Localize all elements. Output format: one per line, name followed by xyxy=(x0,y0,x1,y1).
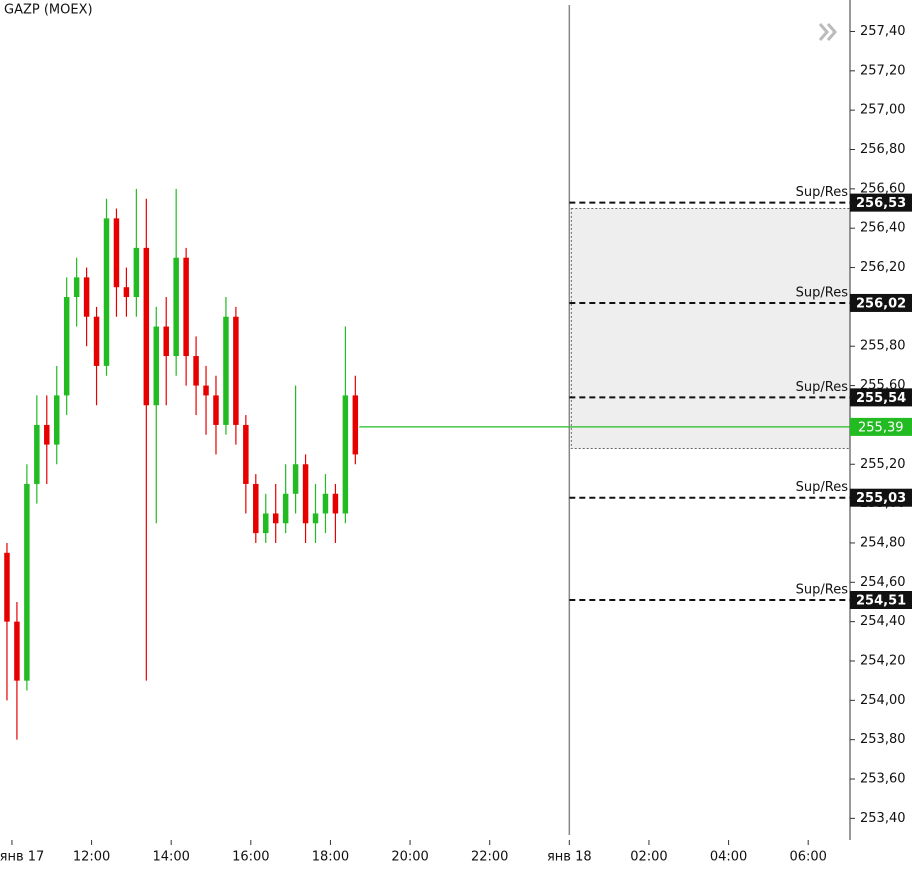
y-tick-label: 256,60 xyxy=(860,181,906,196)
candle-body xyxy=(44,424,50,445)
candle-body xyxy=(93,316,100,366)
candle-body xyxy=(342,395,349,514)
y-tick-label: 257,40 xyxy=(860,24,906,39)
level-label: 255,54 xyxy=(856,391,906,406)
plot xyxy=(4,5,851,835)
y-tick-label: 257,00 xyxy=(860,103,906,118)
y-tick-label: 254,00 xyxy=(860,693,906,708)
level-badge xyxy=(850,488,912,507)
level-name: Sup/Res xyxy=(796,285,849,300)
candle-body xyxy=(243,424,249,484)
candle-body xyxy=(14,621,20,681)
candle-body xyxy=(24,483,30,681)
level-badge xyxy=(850,388,912,407)
x-tick-label: 20:00 xyxy=(391,850,428,865)
y-tick-label: 257,20 xyxy=(860,63,906,78)
candle-body xyxy=(233,316,239,425)
x-tick-label: 16:00 xyxy=(232,850,269,865)
scroll-icon[interactable] xyxy=(818,23,837,41)
x-tick-label: 02:00 xyxy=(630,850,667,865)
level-label: 254,51 xyxy=(856,594,906,609)
candle-body xyxy=(83,277,90,317)
candle-body xyxy=(292,464,299,494)
candle-body xyxy=(173,257,179,357)
candle-body xyxy=(53,395,60,445)
candle-body xyxy=(253,483,259,534)
candle-body xyxy=(163,326,169,357)
candle-body xyxy=(203,385,209,396)
candle-body xyxy=(312,513,319,524)
y-tick-label: 256,40 xyxy=(860,221,906,236)
candle-body xyxy=(352,395,359,455)
x-tick-label: 22:00 xyxy=(471,850,508,865)
level-badge xyxy=(850,293,912,312)
level-name: Sup/Res xyxy=(796,480,849,495)
candle-body xyxy=(143,247,150,406)
candle-body xyxy=(73,277,80,298)
candle-body xyxy=(263,513,269,534)
x-tick-label: 04:00 xyxy=(710,850,747,865)
chart-title: GAZP (MOEX) xyxy=(4,3,93,18)
level-name: Sup/Res xyxy=(796,583,849,598)
y-tick-label: 255,20 xyxy=(860,457,906,472)
candle-body xyxy=(4,552,10,622)
level-name: Sup/Res xyxy=(796,185,849,200)
candle-body xyxy=(123,287,130,298)
candle-body xyxy=(193,356,199,386)
x-tick-label: янв 17 xyxy=(0,850,44,865)
y-tick-label: 253,60 xyxy=(860,772,906,787)
candle-body xyxy=(103,218,110,366)
y-tick-label: 253,40 xyxy=(860,811,906,826)
candle-body xyxy=(322,493,329,514)
candle-body xyxy=(332,493,339,514)
candle-body xyxy=(282,493,289,524)
candle-body xyxy=(113,218,120,288)
candle-body xyxy=(272,513,279,524)
x-tick-label: янв 18 xyxy=(547,850,592,865)
x-tick-label: 12:00 xyxy=(73,850,110,865)
last-price-label: 255,39 xyxy=(858,420,904,435)
candle-body xyxy=(302,464,309,524)
level-badge xyxy=(850,193,912,212)
level-label: 255,03 xyxy=(856,491,906,506)
candle-body xyxy=(183,257,189,357)
level-name: Sup/Res xyxy=(796,380,849,395)
x-tick-label: 06:00 xyxy=(789,850,826,865)
y-tick-label: 253,80 xyxy=(860,732,906,747)
x-tick-label: 14:00 xyxy=(152,850,189,865)
x-tick-label: 18:00 xyxy=(312,850,349,865)
candle-body xyxy=(223,316,229,425)
level-label: 256,53 xyxy=(856,196,906,211)
y-tick-label: 254,80 xyxy=(860,535,906,550)
candle-body xyxy=(213,395,219,425)
candle-body xyxy=(34,424,40,484)
last-price-badge xyxy=(850,417,912,436)
zone xyxy=(570,208,851,450)
y-tick-label: 256,80 xyxy=(860,142,906,157)
candle-body xyxy=(153,326,160,406)
y-tick-label: 254,60 xyxy=(860,575,906,590)
y-tick-label: 254,20 xyxy=(860,653,906,668)
candle-body xyxy=(63,297,70,396)
level-label: 256,02 xyxy=(856,296,906,311)
level-badge xyxy=(850,591,912,609)
candle-body xyxy=(133,247,140,298)
y-tick-label: 255,80 xyxy=(860,339,906,354)
y-tick-label: 254,40 xyxy=(860,614,906,629)
y-tick-label: 256,20 xyxy=(860,260,906,275)
